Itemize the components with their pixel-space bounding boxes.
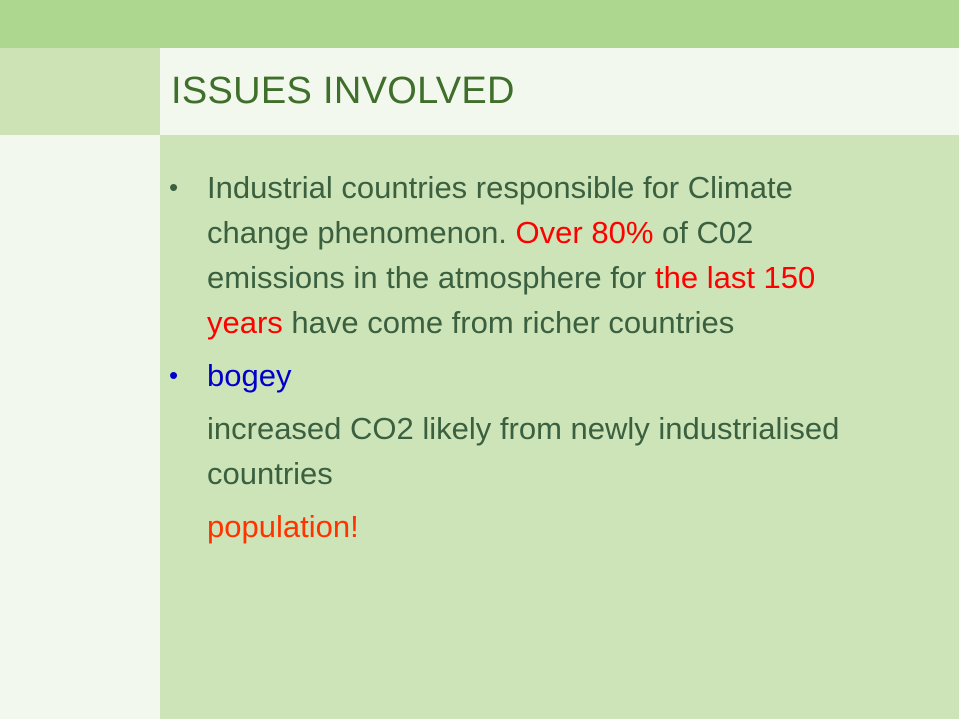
bullet-item: • bogey [169, 353, 847, 398]
bogey-text: bogey [207, 358, 292, 393]
content-panel [160, 135, 959, 719]
slide-content: • Industrial countries responsible for C… [169, 165, 847, 549]
paragraph: increased CO2 likely from newly industri… [207, 411, 840, 491]
bullet-icon: • [169, 172, 179, 202]
bullet-icon: • [169, 360, 179, 390]
text: of C02 emissions in the atmosphere for [207, 215, 754, 295]
text: have come from richer countries [282, 305, 735, 340]
bullet-item: • Industrial countries responsible for C… [169, 165, 847, 345]
text: Industrial countries responsible for Cli… [207, 170, 793, 250]
highlight-text: Over 80% [515, 215, 654, 250]
top-band [0, 0, 959, 48]
slide-title: ISSUES INVOLVED [171, 70, 515, 112]
paragraph-highlight: population! [207, 509, 359, 544]
highlight-text: the last 150 years [207, 260, 816, 340]
title-band [160, 48, 959, 135]
corner-block [0, 48, 160, 135]
